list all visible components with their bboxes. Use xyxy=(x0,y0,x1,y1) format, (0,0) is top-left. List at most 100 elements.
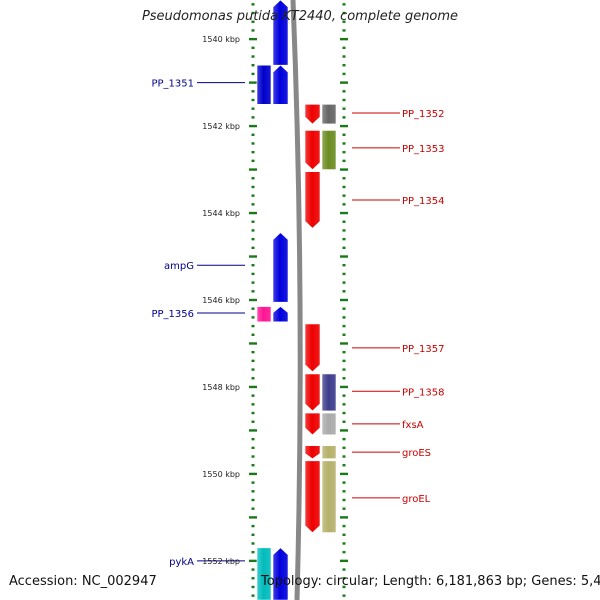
major-tick xyxy=(340,516,348,519)
minor-tick xyxy=(342,20,346,23)
minor-tick xyxy=(251,159,255,163)
minor-tick xyxy=(251,507,255,510)
major-tick xyxy=(249,472,257,476)
minor-tick xyxy=(251,403,255,406)
minor-tick xyxy=(251,150,255,154)
minor-tick xyxy=(251,524,255,528)
pp-1351-feature-block xyxy=(256,64,272,105)
major-tick xyxy=(340,472,348,476)
minor-tick xyxy=(342,246,346,250)
groes-feature-block xyxy=(321,445,337,459)
minor-tick xyxy=(342,377,346,380)
minor-tick xyxy=(342,411,346,415)
minor-tick xyxy=(251,350,255,354)
minor-tick xyxy=(342,533,346,536)
major-tick xyxy=(340,168,348,171)
minor-tick xyxy=(342,437,346,441)
minor-tick xyxy=(342,359,346,363)
minor-tick xyxy=(251,542,255,545)
scale-tick-label: 1552 kbp xyxy=(202,557,240,566)
minor-tick xyxy=(342,290,346,293)
gene-label: groEL xyxy=(402,494,431,505)
minor-tick xyxy=(342,368,346,371)
minor-tick xyxy=(342,107,346,110)
minor-tick xyxy=(342,568,346,571)
minor-tick xyxy=(342,585,346,589)
minor-tick xyxy=(251,377,255,380)
minor-tick xyxy=(342,490,346,493)
minor-tick xyxy=(342,133,346,136)
minor-tick xyxy=(251,72,255,76)
minor-tick xyxy=(251,316,255,319)
major-tick xyxy=(249,559,257,563)
minor-tick xyxy=(251,437,255,441)
major-tick xyxy=(249,211,257,215)
scale-tick-label: 1544 kbp xyxy=(202,209,240,218)
gene-label: PP_1354 xyxy=(402,196,445,207)
minor-tick xyxy=(251,3,255,6)
minor-tick xyxy=(342,464,346,467)
scale-tick-label: 1548 kbp xyxy=(202,383,240,392)
minor-tick xyxy=(251,550,255,554)
minor-tick xyxy=(251,220,255,223)
map-title: Pseudomonas putida KT2440, complete geno… xyxy=(141,9,459,24)
minor-tick xyxy=(342,159,346,163)
major-tick xyxy=(249,385,257,389)
gene-label: groES xyxy=(402,448,431,459)
minor-tick xyxy=(251,290,255,293)
minor-tick xyxy=(342,55,346,58)
major-tick xyxy=(340,255,348,258)
gene-label: fxsA xyxy=(402,420,424,431)
minor-tick xyxy=(342,220,346,223)
minor-tick xyxy=(251,411,255,415)
major-tick xyxy=(249,168,257,171)
pyka-feature-block xyxy=(256,547,272,600)
major-tick xyxy=(249,429,257,432)
minor-tick xyxy=(342,316,346,319)
minor-tick xyxy=(342,498,346,502)
minor-tick xyxy=(342,394,346,397)
minor-tick xyxy=(251,281,255,284)
minor-tick xyxy=(251,133,255,136)
major-tick xyxy=(249,124,257,128)
minor-tick xyxy=(251,464,255,467)
minor-tick xyxy=(251,568,255,571)
pp-1351-cds-arrow xyxy=(272,64,289,105)
minor-tick xyxy=(342,577,346,580)
pp-1352-feature-block xyxy=(321,104,337,125)
minor-tick xyxy=(251,90,255,93)
minor-tick xyxy=(251,420,255,423)
groel-feature-block xyxy=(321,460,337,533)
groes-cds-arrow xyxy=(304,445,321,460)
pp-1357-cds-arrow xyxy=(304,323,321,373)
genome-backbone xyxy=(290,0,303,600)
minor-tick xyxy=(342,446,346,450)
pp-1352-cds-arrow xyxy=(304,104,321,125)
minor-tick xyxy=(342,350,346,354)
minor-tick xyxy=(251,46,255,50)
major-tick xyxy=(249,516,257,519)
minor-tick xyxy=(251,107,255,110)
minor-tick xyxy=(251,446,255,450)
major-tick xyxy=(249,81,257,84)
major-tick xyxy=(340,385,348,389)
minor-tick xyxy=(342,194,346,197)
right-tick-column xyxy=(340,3,348,597)
minor-tick xyxy=(342,324,346,328)
minor-tick xyxy=(342,185,346,189)
minor-tick xyxy=(251,237,255,241)
minor-tick xyxy=(251,272,255,276)
minor-tick xyxy=(342,142,346,145)
minor-tick xyxy=(251,203,255,206)
pp-1356-feature-block xyxy=(256,306,272,323)
minor-tick xyxy=(342,481,346,484)
major-tick xyxy=(340,37,348,41)
major-tick xyxy=(340,124,348,128)
minor-tick xyxy=(342,229,346,232)
pp-1353-feature-block xyxy=(321,130,337,170)
major-tick xyxy=(249,342,257,345)
minor-tick xyxy=(251,359,255,363)
minor-tick xyxy=(342,550,346,554)
minor-tick xyxy=(342,46,346,50)
minor-tick xyxy=(251,585,255,589)
